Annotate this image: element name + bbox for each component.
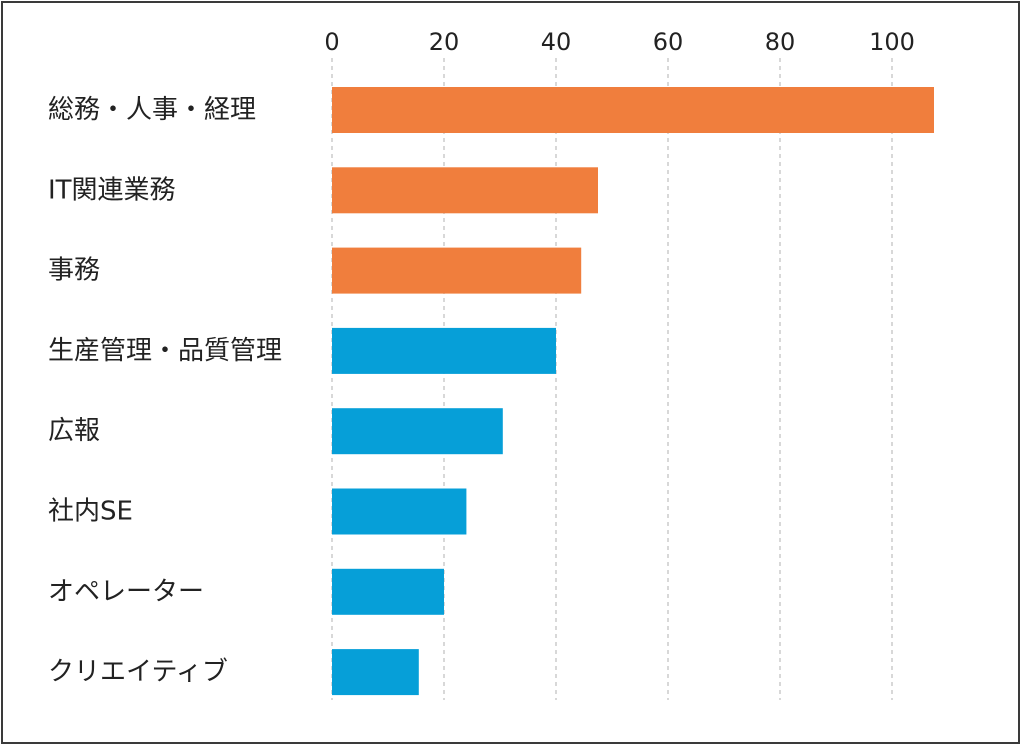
category-label: クリエイティブ [48, 657, 228, 687]
x-tick-label: 100 [869, 28, 915, 56]
category-label: 広報 [48, 416, 100, 446]
category-label: 生産管理・品質管理 [48, 336, 282, 366]
bar [332, 327, 556, 374]
x-tick-label: 0 [324, 28, 339, 56]
bar [332, 167, 598, 214]
bar [332, 568, 444, 615]
category-label: IT関連業務 [48, 175, 176, 205]
category-label: オペレーター [48, 577, 204, 607]
bar [332, 649, 419, 696]
grid-lines [331, 58, 893, 700]
x-tick-label: 20 [429, 28, 460, 56]
bar [332, 87, 934, 133]
category-label: 事務 [48, 256, 100, 286]
bars [332, 87, 934, 696]
x-tick-label: 60 [653, 28, 684, 56]
category-label: 総務・人事・経理 [48, 95, 256, 125]
bar [332, 247, 582, 294]
x-tick-label: 80 [765, 28, 796, 56]
x-axis-ticks: 0 20 40 60 80 100 [324, 28, 915, 56]
bar [332, 408, 503, 455]
category-label: 社内SE [48, 497, 133, 527]
x-tick-label: 40 [541, 28, 572, 56]
bar [332, 488, 467, 535]
